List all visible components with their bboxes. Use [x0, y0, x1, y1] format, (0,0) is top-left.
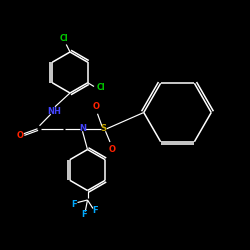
Text: F: F [72, 200, 77, 209]
Text: O: O [16, 130, 24, 140]
Text: Cl: Cl [60, 34, 68, 43]
Text: Cl: Cl [97, 83, 105, 92]
Text: NH: NH [47, 107, 61, 116]
Text: N: N [79, 124, 86, 133]
Text: F: F [81, 210, 86, 219]
Text: O: O [93, 102, 100, 111]
Text: S: S [101, 124, 107, 133]
Text: O: O [109, 144, 116, 154]
Text: F: F [93, 206, 98, 215]
